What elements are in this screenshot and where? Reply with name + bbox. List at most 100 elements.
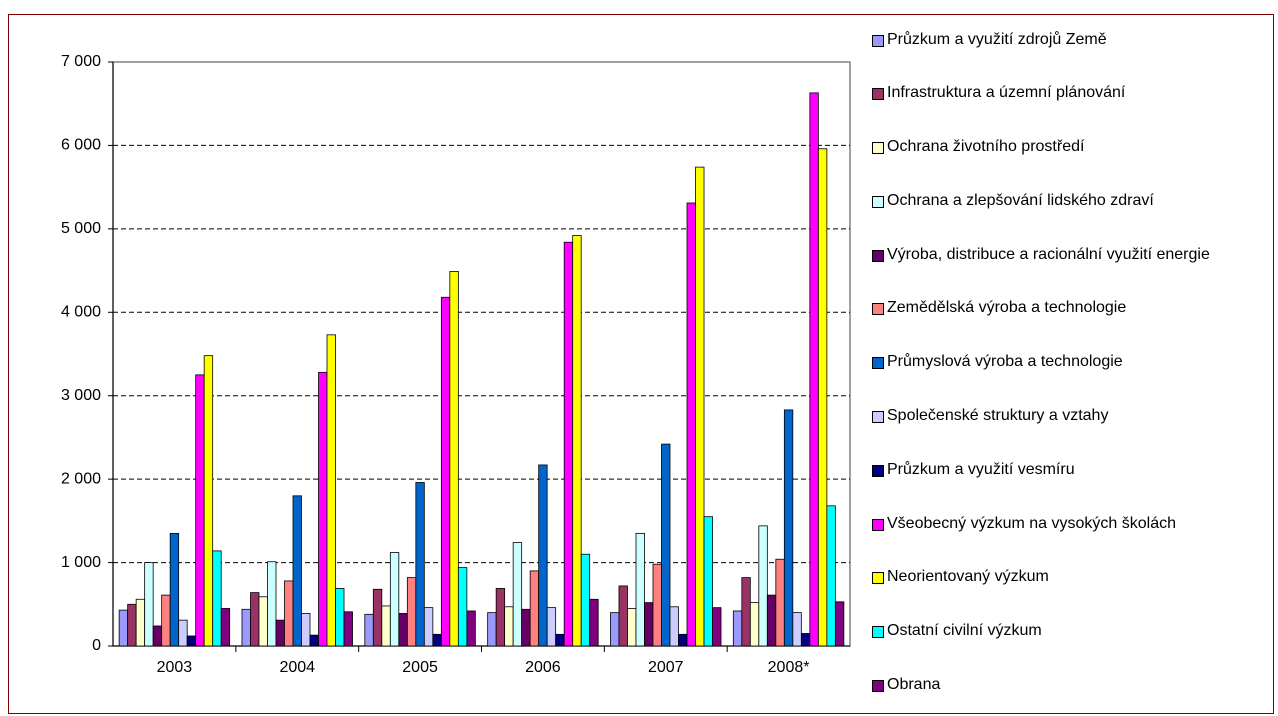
legend-label: Ostatní civilní výzkum [887,622,1042,639]
bar [127,603,137,647]
bar [309,634,319,647]
legend-swatch [872,572,884,584]
bar [432,633,442,647]
plot-area [112,61,851,647]
bar [301,613,311,647]
bar [572,235,582,647]
bar [440,296,451,647]
legend-swatch [872,465,884,477]
bar [398,613,408,647]
legend-swatch [872,88,884,100]
bar [800,633,811,647]
legend-item: Ochrana životního prostředí [872,137,1232,157]
bar [381,605,391,647]
legend-item: Průmyslová výroba a technologie [872,352,1232,372]
legend-item: Obrana [872,675,1232,695]
bar [512,542,523,647]
bar [203,355,214,647]
bar [212,550,222,647]
legend-swatch [872,142,884,154]
x-tick-label: 2006 [525,659,561,676]
legend-swatch [872,303,884,315]
bar [487,612,497,647]
bar [712,607,722,647]
bar [250,592,260,647]
y-tick-label: 7 000 [61,53,101,70]
bar [521,608,531,647]
bar [195,374,205,647]
legend-label: Zemědělská výroba a technologie [887,299,1127,316]
legend-label: Výroba, distribuce a racionální využití … [887,246,1210,263]
x-tick-label: 2004 [279,659,315,676]
bar [169,532,180,647]
x-tick-label: 2005 [402,659,438,676]
legend-label: Infrastruktura a územní plánování [887,84,1126,101]
bar [686,202,696,647]
bar [529,570,540,647]
bar [758,525,768,647]
bar [826,505,836,647]
chart-frame [8,14,1274,714]
bar [703,516,713,647]
legend-swatch [872,35,884,47]
bar [555,633,565,647]
legend-label: Průmyslová výroba a technologie [887,353,1123,370]
legend-swatch [872,196,884,208]
bar [423,607,434,647]
y-tick-label: 0 [92,637,101,654]
bar [267,561,277,647]
bar [389,552,400,647]
bar [326,334,336,647]
bar [652,563,662,647]
bar [161,594,171,647]
bar [318,371,328,647]
x-tick-label: 2003 [157,659,193,676]
legend-swatch [872,411,884,423]
bar [644,602,654,647]
legend-swatch [872,519,884,531]
legend-item: Zemědělská výroba a technologie [872,298,1232,318]
legend-label: Neorientovaný výzkum [887,568,1049,585]
bar [144,562,154,647]
legend-item: Průzkum a využití vesmíru [872,460,1232,480]
bar [258,596,268,647]
bar [449,271,459,647]
legend-label: Průzkum a využití zdrojů Země [887,31,1107,48]
bar [457,567,468,647]
bar [178,619,188,647]
x-tick-label: 2008* [768,659,810,676]
bar [669,606,679,647]
bar [546,607,557,647]
bar [817,148,828,647]
bar [335,588,345,647]
y-tick-label: 3 000 [61,387,101,404]
bar [372,588,383,647]
bar [563,241,574,647]
legend-label: Obrana [887,676,941,693]
y-tick-label: 1 000 [61,554,101,571]
legend-item: Průzkum a využití zdrojů Země [872,30,1232,50]
bar [118,609,129,647]
bar [466,610,476,647]
bar [635,532,645,647]
bar [135,598,146,647]
bar [186,635,197,647]
bar [495,588,506,647]
legend-label: Všeobecný výzkum na vysokých školách [887,515,1177,532]
bar [538,464,548,647]
legend-label: Ochrana a zlepšování lidského zdraví [887,192,1154,209]
legend-label: Průzkum a využití vesmíru [887,461,1075,478]
bar [241,608,251,647]
bar [284,580,294,647]
bar [406,577,417,647]
bar [292,495,302,647]
bar [661,443,671,647]
bar [783,409,794,647]
bar [618,585,628,647]
bar [415,482,425,647]
bar [834,601,845,647]
bar [504,606,514,647]
legend-swatch [872,250,884,262]
bar [749,602,760,647]
